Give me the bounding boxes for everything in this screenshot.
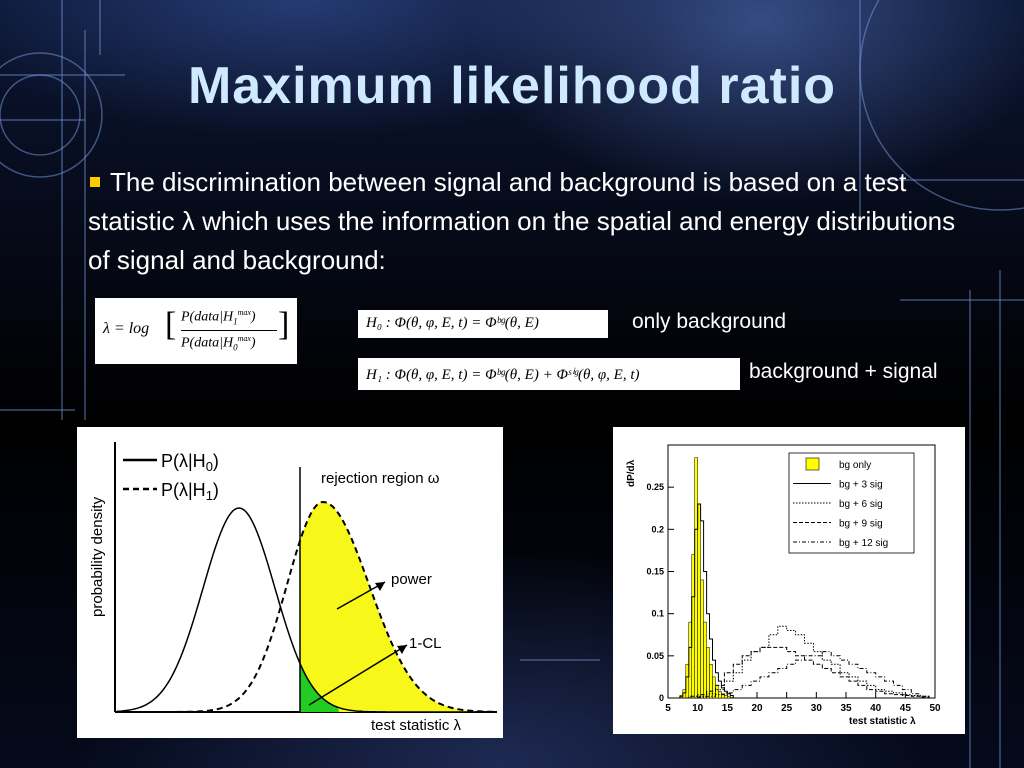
likelihood-distribution-svg: P(λ|H0) P(λ|H1) rejection region ω power… (89, 442, 497, 734)
h1-equation-text: H₁ : Φ(θ, φ, E, t) = Φᵇᵍ(θ, E) + Φˢⁱᵍ(θ,… (366, 367, 640, 383)
hist-x-tick-label: 15 (722, 703, 734, 714)
bracket-right: ] (278, 306, 290, 343)
hist-x-tick-label: 5 (665, 703, 671, 714)
hist-series-3 (679, 646, 930, 699)
cl-arrowhead (397, 645, 407, 654)
power-region (300, 502, 477, 712)
h0-label: only background (632, 310, 787, 333)
hist-x-tick-label: 30 (811, 703, 823, 714)
legend-h0-label: P(λ|H0) (161, 451, 219, 474)
fraction-bar (181, 330, 277, 331)
hist-y-tick-label: 0.05 (646, 651, 664, 661)
hist-x-tick-label: 50 (929, 703, 941, 714)
left-y-label: probability density (89, 496, 106, 617)
rejection-region-label: rejection region ω (321, 470, 440, 487)
hist-y-tick-label: 0 (659, 693, 664, 703)
lambda-equation: λ = log [ P(data|H1max) P(data|H0max) ] (95, 298, 297, 364)
cl-label: 1-CL (409, 635, 442, 652)
hist-y-tick-label: 0.25 (646, 482, 664, 492)
lambda-denominator: P(data|H0max) (181, 334, 256, 353)
hist-series-2 (679, 625, 930, 699)
power-arrow (336, 581, 386, 610)
hist-legend-label: bg + 6 sig (839, 499, 883, 510)
bullet-marker (90, 177, 100, 187)
legend-h1-label: P(λ|H1) (161, 480, 219, 503)
hist-y-tick-label: 0.15 (646, 567, 664, 577)
hist-bar-bg-only (703, 621, 707, 699)
hist-x-tick-label: 40 (870, 703, 882, 714)
hist-x-tick-label: 45 (900, 703, 912, 714)
hist-y-label: dP/dλ (626, 459, 637, 487)
h0-equation: H₀ : Φ(θ, φ, E, t) = Φᵇᵍ(θ, E) (358, 310, 608, 338)
hist-legend-swatch (805, 457, 820, 471)
hist-x-tick-label: 35 (840, 703, 852, 714)
hist-bar-bg-only (727, 696, 731, 699)
bullet-text: The discrimination between signal and ba… (88, 167, 956, 275)
hist-y-tick-label: 0.2 (651, 524, 664, 534)
h1-curve (117, 500, 497, 713)
bracket-left: [ (165, 306, 177, 343)
hist-bar-bg-only (709, 664, 713, 699)
slide-title: Maximum likelihood ratio (187, 57, 837, 115)
bullet-paragraph: The discrimination between signal and ba… (88, 163, 968, 280)
power-arrowhead (375, 582, 385, 591)
hist-x-label: test statistic λ (849, 716, 916, 727)
hist-series-1 (679, 503, 734, 699)
hist-x-tick-label: 25 (781, 703, 793, 714)
hist-legend-label: bg + 3 sig (839, 480, 883, 491)
hist-bar-bg-only (697, 503, 701, 699)
hist-legend-label: bg + 9 sig (839, 519, 883, 530)
lambda-numerator: P(data|H1max) (181, 308, 256, 327)
hist-bar-bg-only (700, 579, 704, 699)
lambda-lhs: λ = log (103, 320, 150, 337)
h0-equation-text: H₀ : Φ(θ, φ, E, t) = Φᵇᵍ(θ, E) (366, 315, 539, 331)
cl-arrow (308, 644, 408, 706)
cl-region (300, 663, 339, 712)
hist-bar-bg-only (706, 647, 710, 699)
power-label: power (391, 571, 432, 588)
h1-equation: H₁ : Φ(θ, φ, E, t) = Φᵇᵍ(θ, E) + Φˢⁱᵍ(θ,… (358, 358, 740, 390)
h0-curve (116, 507, 497, 713)
hist-bar-bg-only (724, 695, 728, 699)
likelihood-distribution-figure: P(λ|H0) P(λ|H1) rejection region ω power… (77, 427, 503, 738)
hist-legend-label: bg + 12 sig (839, 538, 888, 549)
hist-y-tick-label: 0.1 (651, 609, 664, 619)
hist-series-4 (679, 651, 930, 699)
hist-legend-label: bg only (839, 460, 871, 471)
hist-x-tick-label: 20 (751, 703, 763, 714)
left-x-label: test statistic λ (371, 717, 462, 734)
histogram-figure: dP/dλ test statistic λ 5 10 15 20 25 30 35 40 45… (613, 427, 965, 734)
h1-label: background + signal (749, 360, 938, 383)
histogram-svg: dP/dλ test statistic λ 5 10 15 20 25 30 35 40 45… (626, 444, 941, 727)
hist-x-tick-label: 10 (692, 703, 704, 714)
